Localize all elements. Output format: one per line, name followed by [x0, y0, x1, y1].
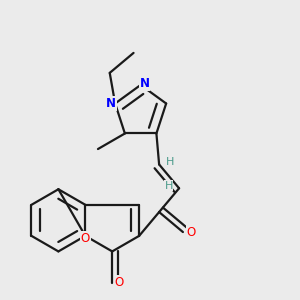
Text: N: N [140, 77, 150, 91]
Text: H: H [166, 157, 174, 167]
Text: O: O [81, 232, 90, 245]
Text: N: N [106, 97, 116, 110]
Text: O: O [186, 226, 195, 238]
Text: O: O [115, 276, 124, 289]
Text: H: H [164, 181, 173, 190]
